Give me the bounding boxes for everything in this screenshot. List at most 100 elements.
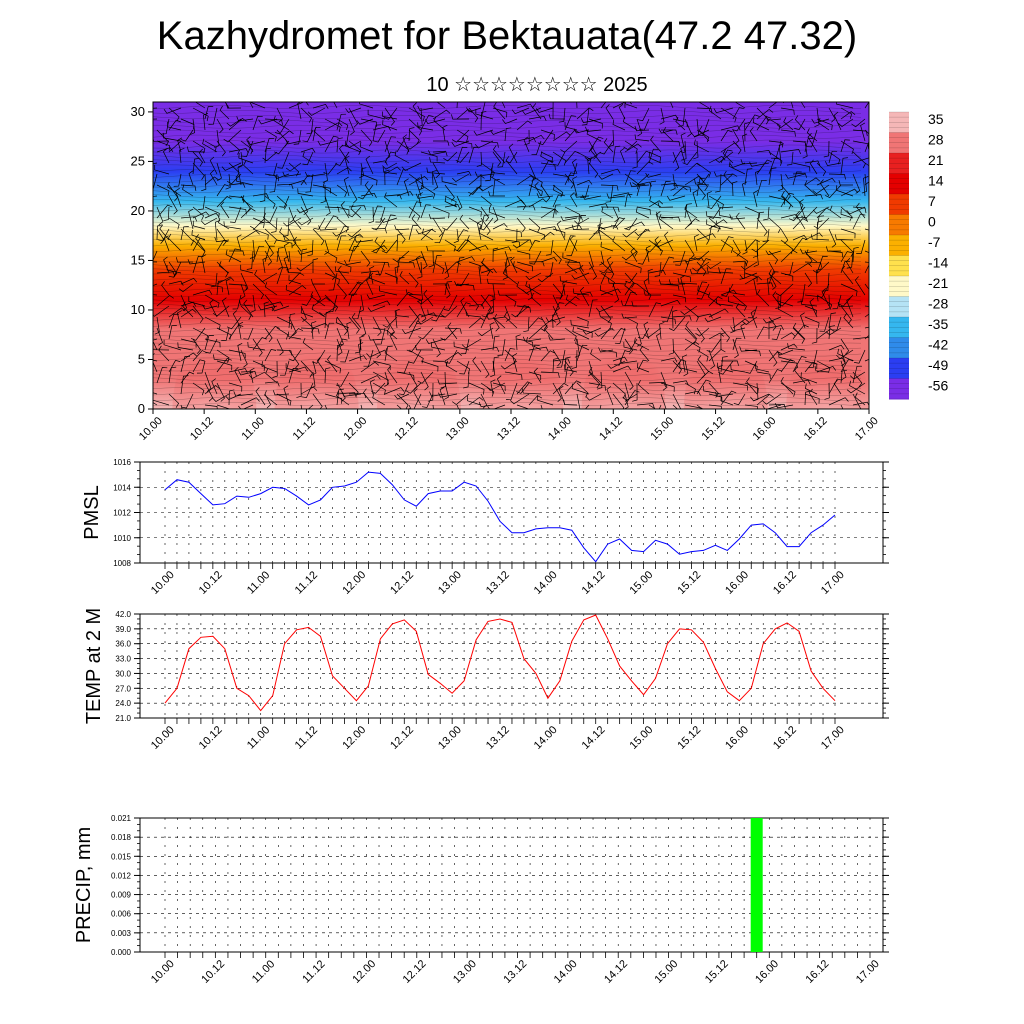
wind-barb bbox=[180, 226, 189, 241]
wind-barb bbox=[840, 209, 854, 219]
colorbar-swatch bbox=[889, 235, 909, 256]
wind-barb bbox=[516, 305, 531, 313]
wind-barb bbox=[545, 239, 554, 256]
wind-barb bbox=[720, 239, 734, 254]
wind-barb bbox=[678, 107, 686, 127]
x-tick-label: 16.12 bbox=[771, 724, 799, 752]
wind-barb bbox=[612, 102, 632, 109]
wind-barb bbox=[336, 391, 350, 406]
wind-barb bbox=[648, 302, 662, 318]
wind-barb bbox=[648, 404, 657, 409]
wind-barb bbox=[704, 316, 722, 323]
wind-barb bbox=[581, 107, 590, 126]
y-axis-label: PRECIP, mm bbox=[73, 827, 95, 943]
wind-barb bbox=[312, 393, 323, 409]
wind-barb bbox=[744, 114, 760, 131]
wind-barb bbox=[540, 371, 560, 378]
wind-barb bbox=[384, 348, 398, 362]
wind-barb bbox=[229, 206, 242, 223]
wind-barb bbox=[173, 173, 182, 187]
wind-barb bbox=[660, 256, 675, 274]
wind-barb bbox=[336, 137, 343, 153]
wind-barb bbox=[777, 304, 794, 318]
wind-barb bbox=[372, 125, 391, 131]
wind-barb bbox=[285, 162, 302, 172]
wind-barb bbox=[755, 170, 761, 186]
wind-barb bbox=[443, 151, 458, 162]
wind-barb bbox=[786, 151, 794, 166]
wind-barb bbox=[607, 278, 626, 285]
wind-barb bbox=[188, 208, 194, 230]
wind-barb bbox=[792, 162, 811, 172]
wind-barb bbox=[792, 355, 807, 373]
wind-barb bbox=[802, 140, 808, 159]
wind-barb bbox=[302, 337, 314, 351]
wind-barb bbox=[263, 213, 278, 230]
y-tick-label: 30 bbox=[131, 104, 145, 119]
wind-barb bbox=[684, 203, 692, 219]
wind-barb bbox=[661, 129, 678, 135]
wind-barb bbox=[768, 140, 784, 148]
contour-line bbox=[153, 377, 862, 382]
wind-barb bbox=[481, 258, 494, 274]
wind-barb bbox=[444, 352, 462, 362]
wind-barb bbox=[181, 393, 194, 409]
wind-barb bbox=[717, 203, 734, 209]
wind-barb bbox=[516, 250, 531, 260]
wind-barb bbox=[417, 261, 423, 279]
wind-barb bbox=[732, 181, 738, 197]
wind-barb bbox=[732, 382, 749, 391]
wind-barb bbox=[530, 292, 542, 307]
wind-barb bbox=[288, 316, 297, 337]
colorbar-label: -49 bbox=[928, 357, 948, 373]
wind-barb bbox=[156, 224, 163, 241]
wind-barb bbox=[153, 305, 170, 317]
wind-barb bbox=[662, 127, 674, 142]
wind-barb bbox=[408, 201, 422, 219]
wind-barb bbox=[672, 315, 692, 321]
wind-barb bbox=[300, 248, 308, 263]
wind-barb bbox=[746, 377, 758, 395]
wind-barb bbox=[192, 305, 204, 324]
wind-barb bbox=[492, 247, 499, 263]
wind-barb bbox=[420, 228, 436, 241]
wind-barb bbox=[576, 393, 581, 409]
wind-barb bbox=[634, 125, 650, 132]
wind-barb bbox=[852, 246, 859, 263]
wind-barb bbox=[336, 184, 348, 198]
wind-barb bbox=[582, 194, 602, 200]
wind-barb bbox=[216, 327, 232, 340]
y-tick-label: 1008 bbox=[113, 559, 131, 568]
wind-barb bbox=[375, 206, 386, 223]
wind-barb bbox=[425, 338, 446, 345]
wind-barb bbox=[324, 239, 330, 255]
wind-barb bbox=[228, 283, 247, 291]
wind-barb bbox=[340, 349, 350, 363]
wind-barb bbox=[236, 234, 242, 252]
wind-barb bbox=[780, 228, 789, 245]
wind-barb bbox=[313, 217, 326, 230]
wind-barb bbox=[624, 239, 638, 257]
wind-barb bbox=[208, 107, 218, 125]
wind-barb bbox=[548, 335, 566, 341]
wind-barb bbox=[645, 172, 662, 178]
wind-barb bbox=[493, 313, 506, 329]
wind-barb bbox=[622, 228, 638, 238]
wind-barb bbox=[510, 256, 518, 274]
wind-barb bbox=[417, 105, 434, 111]
wind-barb bbox=[614, 349, 626, 366]
wind-barb bbox=[840, 283, 858, 296]
contour-line bbox=[153, 328, 862, 332]
wind-barb bbox=[318, 225, 338, 231]
wind-barb bbox=[237, 151, 244, 168]
contour-line bbox=[153, 214, 862, 218]
wind-barb bbox=[415, 193, 434, 199]
wind-barb bbox=[396, 261, 415, 268]
wind-barb bbox=[360, 192, 377, 198]
wind-barb bbox=[523, 136, 530, 153]
wind-barb bbox=[156, 367, 168, 384]
wind-barb bbox=[812, 206, 830, 214]
x-tick-label: 17.00 bbox=[854, 958, 882, 986]
wind-barb bbox=[168, 140, 186, 153]
x-tick-label: 17.00 bbox=[819, 724, 847, 752]
